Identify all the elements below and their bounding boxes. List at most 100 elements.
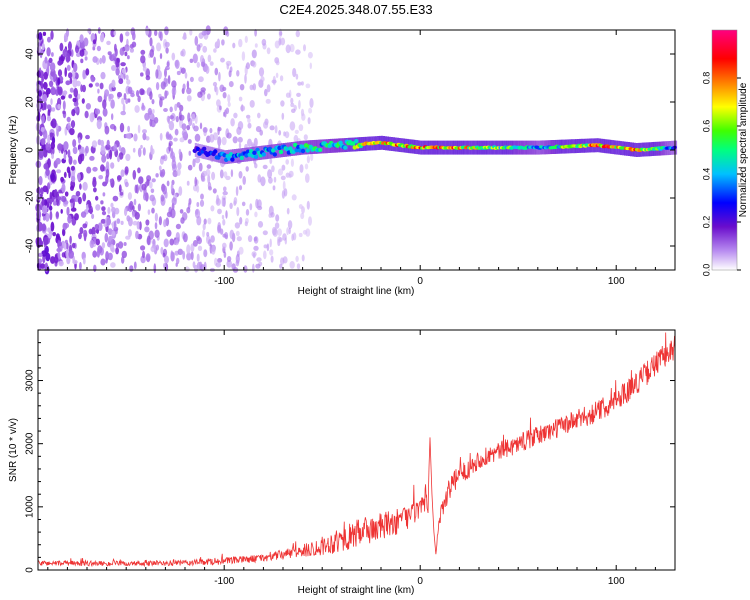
signal-cell	[202, 146, 207, 151]
noise-speckle	[260, 76, 265, 83]
noise-speckle	[77, 196, 82, 205]
noise-speckle	[41, 250, 47, 257]
noise-speckle	[97, 88, 100, 94]
noise-speckle	[223, 186, 227, 192]
noise-speckle	[302, 229, 308, 235]
noise-speckle	[113, 143, 118, 152]
noise-speckle	[69, 235, 72, 244]
noise-speckle	[56, 128, 59, 137]
noise-speckle	[169, 151, 175, 160]
colorbar-gradient	[712, 30, 737, 270]
noise-speckle	[79, 227, 84, 235]
noise-speckle	[254, 211, 258, 218]
noise-speckle	[72, 97, 77, 103]
noise-speckle	[241, 51, 246, 61]
noise-speckle	[182, 83, 186, 91]
noise-speckle	[129, 44, 135, 49]
noise-speckle	[270, 255, 274, 263]
noise-speckle	[42, 81, 48, 90]
noise-speckle	[100, 145, 106, 155]
noise-speckle	[164, 255, 169, 264]
noise-speckle	[264, 88, 268, 97]
noise-speckle	[139, 88, 145, 96]
noise-speckle	[217, 258, 223, 263]
noise-speckle	[171, 197, 177, 206]
noise-speckle	[232, 42, 236, 49]
noise-speckle	[160, 194, 165, 202]
noise-speckle	[51, 118, 57, 129]
noise-speckle	[271, 79, 277, 84]
noise-speckle	[77, 144, 82, 150]
noise-speckle	[301, 113, 306, 121]
noise-speckle	[186, 244, 191, 255]
noise-speckle	[271, 226, 277, 236]
noise-speckle	[101, 55, 106, 64]
colorbar: 0.0 0.2 0.4 0.6 0.8 Normalized spectral ampl…	[701, 29, 749, 276]
noise-speckle	[41, 223, 47, 232]
signal-halo	[318, 139, 321, 154]
noise-speckle	[171, 159, 177, 170]
noise-speckle	[211, 171, 216, 181]
noise-speckle	[82, 84, 86, 93]
noise-speckle	[289, 43, 295, 53]
noise-speckle	[252, 61, 257, 68]
noise-speckle	[252, 83, 257, 91]
noise-speckle	[85, 103, 91, 110]
noise-speckle	[175, 115, 179, 123]
noise-speckle	[38, 240, 44, 247]
noise-speckle	[146, 235, 151, 246]
noise-speckle	[88, 83, 93, 88]
noise-speckle	[176, 70, 181, 76]
noise-speckle	[49, 205, 53, 211]
noise-speckle	[66, 206, 70, 216]
noise-speckle	[194, 133, 201, 142]
noise-speckle	[306, 200, 310, 210]
noise-speckle	[268, 177, 273, 184]
noise-speckle	[268, 205, 274, 216]
noise-speckle	[177, 248, 183, 255]
noise-speckle	[140, 255, 146, 264]
noise-speckle	[193, 125, 199, 132]
x-tick-label: 0	[417, 276, 423, 287]
noise-speckle	[83, 229, 88, 239]
noise-speckle	[238, 38, 243, 48]
noise-speckle	[289, 121, 296, 131]
noise-speckle	[151, 178, 156, 183]
noise-speckle	[40, 127, 45, 132]
noise-speckle	[153, 56, 157, 65]
noise-speckle	[44, 56, 48, 64]
noise-speckle	[138, 176, 144, 185]
noise-speckle	[275, 72, 279, 79]
y-tick-label: 1000	[25, 495, 36, 518]
noise-speckle	[124, 51, 128, 57]
noise-speckle	[163, 108, 168, 112]
noise-speckle	[245, 166, 249, 172]
noise-speckle	[68, 250, 74, 259]
noise-speckle	[180, 50, 184, 57]
noise-speckle	[109, 149, 113, 160]
noise-speckle	[137, 95, 141, 103]
noise-speckle	[40, 138, 46, 146]
noise-speckle	[278, 130, 282, 136]
noise-speckle	[239, 84, 245, 91]
noise-speckle	[192, 240, 198, 247]
noise-speckle	[73, 87, 78, 98]
noise-speckle	[219, 169, 224, 179]
noise-speckle	[145, 136, 150, 141]
noise-speckle	[142, 132, 147, 141]
y-tick-label: 0	[25, 147, 36, 153]
noise-speckle	[196, 44, 201, 52]
noise-speckle	[236, 236, 242, 242]
noise-speckle	[45, 252, 51, 262]
noise-speckle	[95, 82, 100, 87]
noise-speckle	[209, 61, 214, 66]
noise-speckle	[100, 200, 104, 205]
noise-speckle	[155, 244, 159, 251]
noise-speckle	[219, 84, 225, 93]
y-tick-label: -20	[25, 190, 36, 205]
noise-speckle	[275, 60, 280, 66]
noise-speckle	[83, 37, 89, 47]
y-tick-label: 40	[25, 48, 36, 60]
noise-speckle	[207, 182, 212, 190]
noise-speckle	[108, 93, 114, 100]
